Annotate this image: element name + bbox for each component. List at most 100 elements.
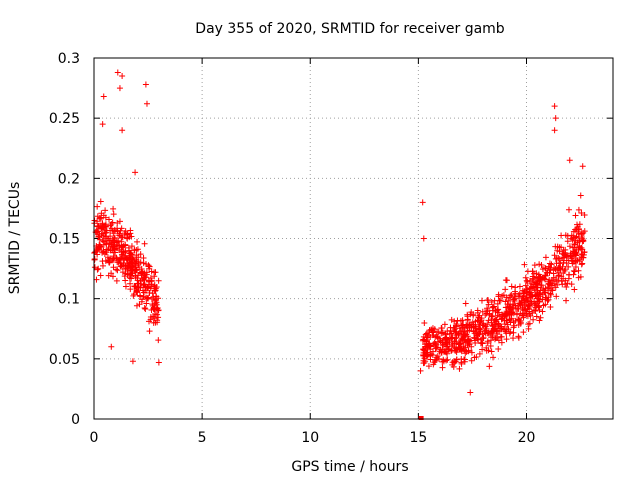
data-point <box>94 266 101 273</box>
data-point <box>448 335 455 342</box>
x-tick-label: 20 <box>518 430 536 446</box>
data-point <box>555 277 562 284</box>
data-point <box>129 358 136 365</box>
data-point <box>572 237 579 244</box>
data-point <box>542 301 549 308</box>
data-point <box>449 359 456 366</box>
data-point <box>568 235 575 242</box>
data-point <box>526 301 533 308</box>
data-point <box>572 212 579 219</box>
data-point <box>491 297 498 304</box>
data-point <box>516 283 523 290</box>
data-point <box>551 103 558 110</box>
data-point <box>580 254 587 261</box>
data-point <box>497 297 504 304</box>
data-point <box>151 297 158 304</box>
data-point <box>446 331 453 338</box>
data-point <box>577 245 584 252</box>
data-point <box>107 233 114 240</box>
y-tick-labels: 0 0.05 0.1 0.15 0.2 0.25 0.3 <box>49 51 80 428</box>
data-point <box>445 346 452 353</box>
data-point <box>551 280 558 287</box>
data-point <box>507 301 514 308</box>
data-point <box>438 349 445 356</box>
data-point <box>433 354 440 361</box>
data-point <box>119 73 126 80</box>
data-point <box>124 264 131 271</box>
data-point <box>476 325 483 332</box>
data-point <box>484 340 491 347</box>
data-point <box>133 302 140 309</box>
data-point <box>575 267 582 274</box>
data-point <box>510 310 517 317</box>
data-point <box>107 227 114 234</box>
data-point <box>531 298 538 305</box>
data-point <box>432 357 439 364</box>
data-point <box>148 281 155 288</box>
data-point <box>570 271 577 278</box>
data-point <box>531 302 538 309</box>
data-point <box>421 319 428 326</box>
data-point <box>114 69 121 76</box>
data-point <box>549 277 556 284</box>
data-point <box>503 336 510 343</box>
data-point <box>517 310 524 317</box>
data-point <box>438 325 445 332</box>
data-point <box>498 311 505 318</box>
data-point <box>99 121 106 128</box>
data-point <box>575 206 582 213</box>
data-point <box>486 310 493 317</box>
data-point <box>421 359 428 366</box>
x-tick-label: 10 <box>301 430 319 446</box>
data-point <box>578 261 585 268</box>
data-point <box>454 346 461 353</box>
data-point <box>461 356 468 363</box>
data-point <box>520 293 527 300</box>
data-point <box>476 350 483 357</box>
data-point <box>109 273 116 280</box>
data-point <box>94 203 101 210</box>
data-point <box>151 273 158 280</box>
data-point <box>152 269 159 276</box>
data-point <box>522 282 529 289</box>
data-point <box>520 312 527 319</box>
data-point <box>143 294 150 301</box>
data-point <box>152 311 159 318</box>
data-point <box>581 211 588 218</box>
data-point <box>552 255 559 262</box>
data-point <box>495 293 502 300</box>
data-point <box>145 285 152 292</box>
data-point <box>547 303 554 310</box>
data-point <box>101 226 108 233</box>
data-point <box>142 305 149 312</box>
data-point <box>124 271 131 278</box>
data-point <box>470 323 477 330</box>
data-point <box>136 301 143 308</box>
data-point <box>110 205 117 212</box>
data-point <box>134 246 141 253</box>
data-point <box>487 337 494 344</box>
data-point <box>458 359 465 366</box>
data-point <box>479 308 486 315</box>
data-point <box>116 257 123 264</box>
data-point <box>152 319 159 326</box>
data-point <box>507 328 514 335</box>
data-point <box>560 269 567 276</box>
y-tick-label: 0.05 <box>49 352 80 368</box>
data-point <box>480 334 487 341</box>
data-point <box>571 268 578 275</box>
data-point <box>465 340 472 347</box>
data-point <box>535 271 542 278</box>
data-point <box>128 233 135 240</box>
data-point <box>573 249 580 256</box>
data-point <box>124 235 131 242</box>
data-point <box>488 316 495 323</box>
data-point <box>510 335 517 342</box>
data-point <box>146 328 153 335</box>
data-point <box>495 309 502 316</box>
data-point <box>121 230 128 237</box>
data-point <box>151 315 158 322</box>
data-point <box>524 305 531 312</box>
data-point <box>137 259 144 266</box>
data-point <box>523 277 530 284</box>
